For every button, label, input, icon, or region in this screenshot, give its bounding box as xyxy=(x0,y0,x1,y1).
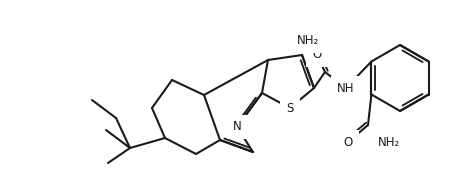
Text: N: N xyxy=(233,121,241,134)
Text: O: O xyxy=(343,136,353,149)
Text: O: O xyxy=(313,49,322,61)
Text: S: S xyxy=(286,102,294,115)
Text: NH: NH xyxy=(337,81,355,95)
Text: NH₂: NH₂ xyxy=(378,136,400,149)
Text: NH₂: NH₂ xyxy=(297,34,319,48)
